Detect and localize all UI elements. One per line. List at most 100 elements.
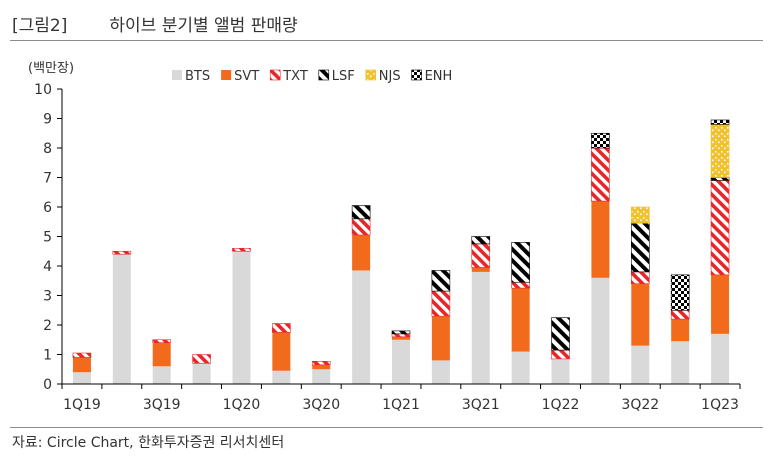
legend-label-njs: NJS	[379, 69, 401, 84]
bar-bts-4q20	[352, 270, 371, 384]
bar-txt-3q19	[152, 339, 172, 344]
figure-title: 하이브 분기별 앨범 판매량	[109, 15, 298, 36]
legend-swatch-svt	[221, 70, 232, 80]
bar-svt-4q21	[511, 288, 530, 352]
bar-bts-3q22	[631, 345, 650, 384]
bar-txt-1q21	[391, 333, 411, 338]
bar-txt-1q23	[710, 180, 730, 276]
bar-svt-2q20	[272, 332, 291, 371]
y-tick-label: 6	[43, 200, 52, 216]
bar-lsf-4q20	[351, 205, 371, 220]
y-tick-label: 9	[43, 112, 52, 128]
y-tick-label: 4	[43, 259, 52, 275]
bar-svt-2q21	[431, 316, 450, 361]
bar-txt-3q21	[471, 243, 491, 268]
legend-label-enh: ENH	[425, 69, 453, 84]
bar-txt-4q19	[192, 354, 211, 364]
bar-bts-3q20	[312, 369, 331, 384]
bar-njs-1q23	[710, 124, 730, 178]
bar-bts-3q19	[152, 366, 171, 384]
bar-svt-4q20	[352, 235, 371, 271]
bar-lsf-3q21	[471, 236, 491, 245]
y-axis: 0 1 2 3 4 5 6 7 8 9 10	[34, 82, 63, 393]
bar-lsf-1q21	[391, 330, 411, 335]
bars	[72, 119, 730, 384]
bar-bts-2q21	[431, 360, 450, 384]
legend-swatch-lsf	[318, 69, 330, 81]
bar-bts-4q19	[192, 363, 211, 384]
bar-svt-3q22	[631, 283, 650, 346]
bar-bts-1q23	[711, 333, 730, 384]
bar-lsf-1q23	[710, 177, 730, 181]
bar-txt-2q21	[431, 290, 451, 317]
bar-svt-1q21	[392, 336, 410, 340]
bar-txt-1q22	[551, 349, 570, 360]
bar-lsf-4q21	[511, 242, 530, 283]
bar-txt-4q22	[670, 309, 690, 320]
bar-svt-3q21	[471, 267, 490, 272]
bar-enh-2q22	[591, 132, 610, 149]
bar-bts-1q20	[232, 251, 251, 384]
bar-txt-3q20	[311, 360, 331, 366]
bar-txt-2q19	[112, 250, 132, 255]
figure-header: [그림2] 하이브 분기별 앨범 판매량	[12, 8, 762, 38]
bar-bts-1q22	[551, 358, 570, 384]
bar-bts-4q22	[671, 341, 690, 384]
x-axis: 1Q19 3Q19 1Q20 3Q20 1Q21 3Q21 1Q22 3Q22 1Q23	[61, 383, 741, 413]
bar-txt-3q22	[630, 271, 650, 284]
legend: BTS SVT TXT LSF NJS ENH	[172, 69, 452, 84]
bar-bts-1q19	[72, 372, 91, 384]
bar-lsf-2q21	[431, 270, 451, 292]
legend-swatch-njs	[365, 69, 377, 81]
bar-svt-1q23	[711, 274, 730, 334]
bar-txt-1q20	[232, 248, 251, 252]
bar-enh-4q22	[670, 274, 690, 311]
y-tick-label: 8	[43, 141, 52, 157]
bar-bts-2q22	[591, 277, 610, 384]
source-note: 자료: Circle Chart, 한화투자증권 리서치센터	[12, 435, 285, 451]
x-tick-label: 3Q19	[143, 397, 181, 413]
y-tick-label: 2	[43, 318, 52, 334]
header-rule	[10, 40, 763, 41]
figure-number: [그림2]	[12, 15, 68, 36]
legend-swatch-txt	[269, 69, 281, 81]
y-tick-label: 5	[43, 230, 52, 246]
bar-svt-3q20	[312, 364, 331, 370]
bar-enh-1q23	[710, 119, 730, 125]
bar-bts-2q20	[272, 370, 291, 384]
bar-txt-4q21	[511, 281, 530, 289]
bar-bts-4q21	[511, 351, 530, 384]
x-tick-label: 1Q23	[701, 397, 739, 413]
bar-svt-4q22	[671, 319, 690, 342]
bar-svt-2q22	[591, 201, 610, 278]
legend-label-bts: BTS	[185, 69, 210, 84]
bar-bts-2q19	[112, 254, 131, 384]
x-tick-label: 1Q20	[223, 397, 261, 413]
y-axis-label: (백만장)	[28, 61, 74, 76]
y-tick-label: 10	[34, 82, 52, 98]
legend-label-svt: SVT	[234, 69, 259, 84]
x-tick-label: 1Q22	[542, 397, 580, 413]
x-tick-label: 3Q22	[621, 397, 659, 413]
legend-swatch-enh	[411, 69, 422, 81]
footer-rule	[10, 427, 763, 428]
bar-txt-4q20	[351, 218, 371, 236]
y-tick-label: 0	[43, 377, 52, 393]
x-tick-label: 3Q20	[302, 397, 340, 413]
bar-lsf-1q22	[551, 317, 570, 351]
bar-txt-1q19	[72, 352, 92, 358]
x-tick-label: 1Q19	[63, 397, 101, 413]
y-tick-label: 7	[43, 171, 52, 187]
bar-svt-1q19	[72, 357, 91, 373]
y-tick-label: 3	[43, 289, 52, 305]
legend-label-lsf: LSF	[332, 69, 355, 84]
bar-bts-3q21	[471, 271, 490, 384]
x-tick-label: 3Q21	[462, 397, 500, 413]
bar-svt-3q19	[152, 342, 171, 367]
bar-txt-2q22	[591, 147, 610, 202]
y-tick-label: 1	[43, 348, 52, 364]
bar-njs-3q22	[630, 206, 650, 224]
legend-label-txt: TXT	[282, 69, 308, 84]
bar-bts-1q21	[392, 339, 410, 384]
